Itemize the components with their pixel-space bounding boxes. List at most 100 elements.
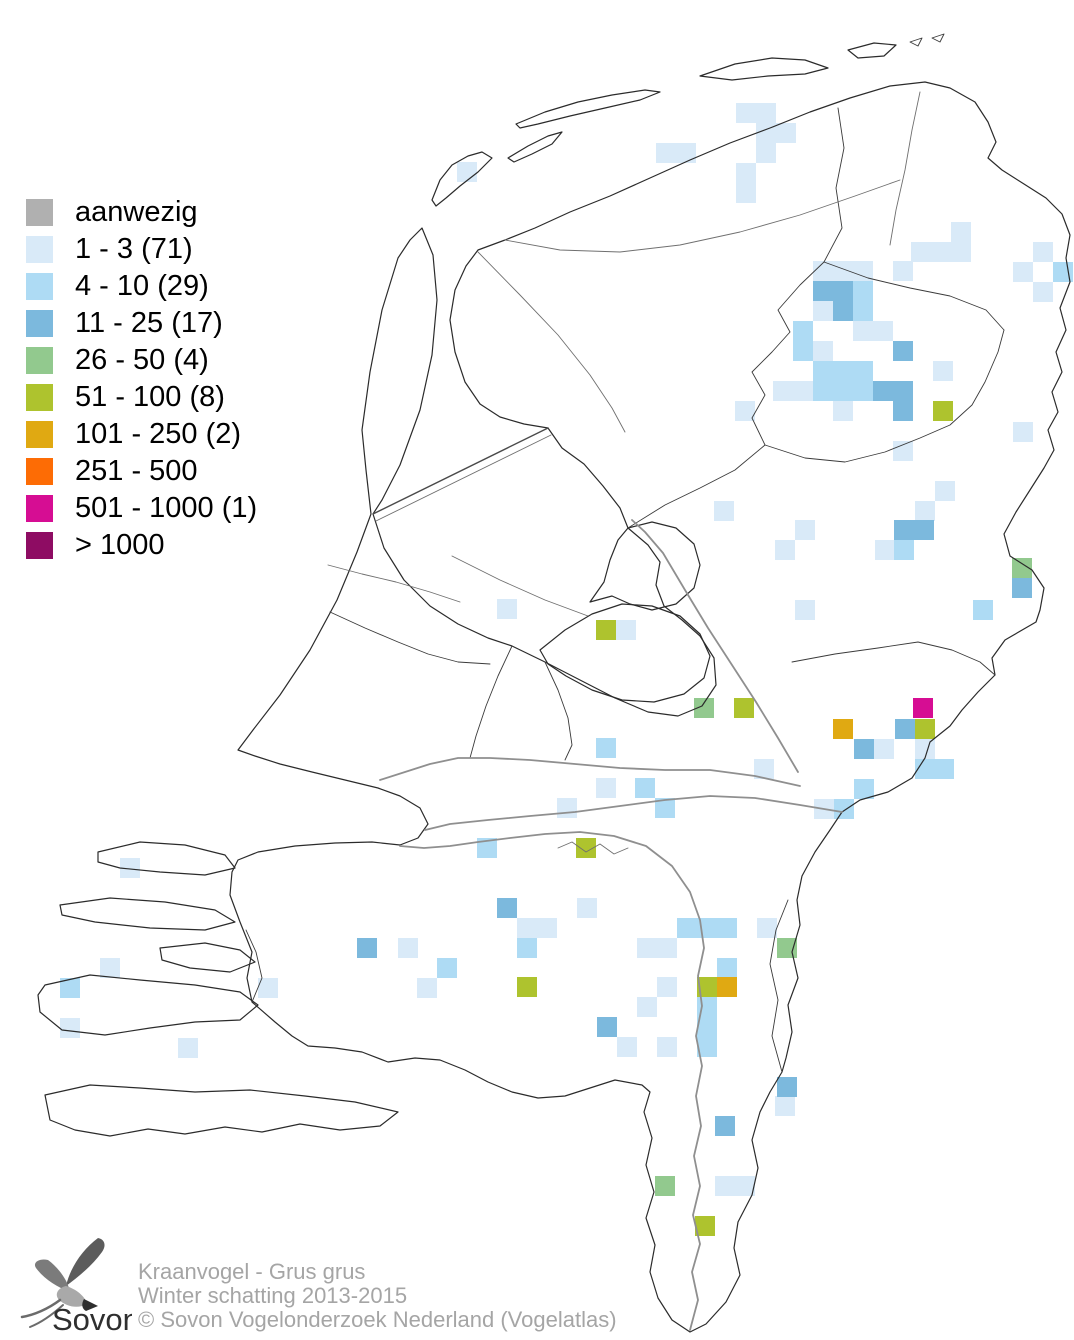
map-cell: [715, 1176, 735, 1196]
island-rottum-2: [931, 33, 945, 43]
legend-item-c4: 26 - 50 (4): [26, 346, 257, 375]
map-cell: [833, 301, 853, 321]
map-cell: [714, 501, 734, 521]
legend-item-c7: 251 - 500: [26, 455, 257, 487]
legend-swatch: [26, 383, 53, 411]
map-cell: [677, 918, 697, 938]
map-cell: [736, 103, 756, 123]
river-maas: [399, 831, 705, 1331]
map-cell: [793, 321, 813, 341]
map-cell: [477, 838, 497, 858]
island-schouwen: [59, 897, 236, 931]
map-cell: [596, 620, 616, 640]
map-cell: [853, 361, 873, 381]
map-cell: [655, 1176, 675, 1196]
border-brabant-limburg: [769, 899, 789, 1073]
island-tholen: [159, 942, 256, 973]
afsluitdijk-line: [372, 427, 549, 515]
map-cell: [951, 222, 971, 242]
legend-label: > 1000: [75, 529, 165, 561]
map-cell: [915, 501, 935, 521]
legend-label: 251 - 500: [75, 455, 198, 487]
map-cell: [617, 1037, 637, 1057]
legend-swatch: [26, 198, 53, 226]
map-cell: [894, 540, 914, 560]
legend-item-c9: > 1000: [26, 529, 257, 561]
map-cell: [833, 281, 853, 301]
map-cell: [833, 381, 853, 401]
map-cell: [1033, 282, 1053, 302]
map-cell: [656, 143, 676, 163]
canal-groningen: [504, 179, 901, 253]
border-overijssel-gelderland: [791, 641, 996, 676]
map-cell: [777, 938, 797, 958]
map-cell: [557, 798, 577, 818]
map-cell: [813, 261, 833, 281]
legend-swatch: [26, 420, 53, 448]
river-lek: [379, 757, 801, 787]
map-cell: [437, 958, 457, 978]
map-cell: [813, 301, 833, 321]
island-rottum-1: [909, 37, 923, 47]
map-cell: [775, 540, 795, 560]
map-cell: [657, 938, 677, 958]
map-cell: [914, 520, 934, 540]
map-cell: [775, 1096, 795, 1116]
map-cell: [893, 341, 913, 361]
border-friesland-groningen: [823, 107, 845, 263]
legend-label: 11 - 25 (17): [75, 307, 223, 339]
map-cell: [657, 977, 677, 997]
map-cell: [853, 301, 873, 321]
map-cell: [893, 381, 913, 401]
map-cell: [596, 778, 616, 798]
map-cell: [795, 600, 815, 620]
map-cell: [695, 1216, 715, 1236]
map-cell: [736, 183, 756, 203]
river-waal: [424, 795, 843, 831]
map-cell: [1012, 578, 1032, 598]
map-cell: [657, 1037, 677, 1057]
legend-label: aanwezig: [75, 196, 198, 228]
map-cell: [915, 759, 935, 779]
border-noordholland-zuidholland: [329, 611, 491, 665]
legend-item-c8: 501 - 1000 (1): [26, 494, 257, 523]
island-ameland: [699, 57, 829, 81]
legend-label: 4 - 10 (29): [75, 270, 209, 302]
border-utrecht-west: [469, 645, 513, 759]
map-cell: [517, 938, 537, 958]
map-cell: [357, 938, 377, 958]
legend-swatch: [26, 235, 53, 263]
map-cell: [597, 1017, 617, 1037]
canal-groningen-south: [889, 91, 921, 246]
map-cell: [793, 381, 813, 401]
polder-noordoostpolder: [589, 521, 701, 611]
legend-item-c5: 51 - 100 (8): [26, 383, 257, 412]
map-cell: [577, 898, 597, 918]
map-cell: [1033, 242, 1053, 262]
island-terschelling: [515, 89, 661, 129]
map-cell: [697, 1037, 717, 1057]
map-cell: [893, 261, 913, 281]
map-cell: [1013, 422, 1033, 442]
map-cell: [655, 798, 675, 818]
map-cell: [60, 978, 80, 998]
mainland-outline: [229, 81, 1071, 1333]
border-zeeland-brabant: [245, 929, 263, 1003]
map-cell: [875, 540, 895, 560]
legend-item-c0: aanwezig: [26, 196, 257, 228]
polder-flevoland: [539, 603, 711, 703]
legend-swatch: [26, 309, 53, 337]
map-cell: [893, 401, 913, 421]
afsluitdijk-line-2: [375, 434, 552, 522]
map-cell: [398, 938, 418, 958]
canal-friesland: [477, 251, 626, 433]
island-vlieland: [507, 131, 563, 163]
caption-species: Kraanvogel - Grus grus: [138, 1259, 366, 1284]
region-zeeuws-vlaanderen: [44, 1084, 399, 1137]
legend-item-c3: 11 - 25 (17): [26, 307, 257, 339]
map-cell: [776, 123, 796, 143]
caption-subtitle: Winter schatting 2013-2015: [138, 1283, 408, 1308]
map-cell: [853, 381, 873, 401]
map-cell: [795, 520, 815, 540]
